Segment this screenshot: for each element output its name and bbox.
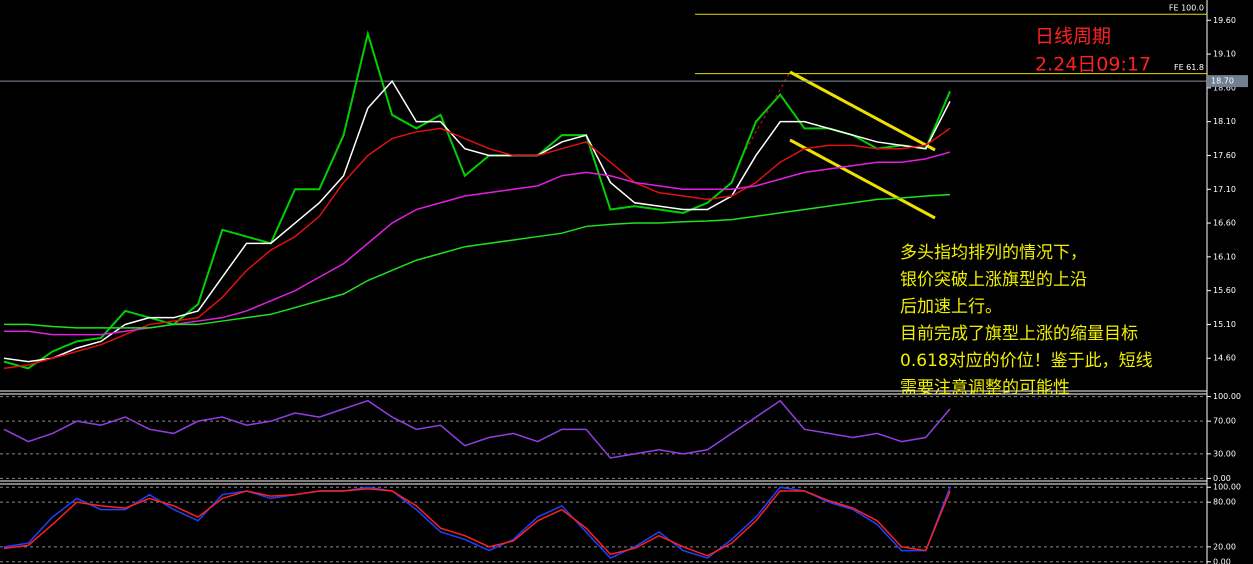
series-line xyxy=(3,127,951,370)
y-tick-label: 19.60 xyxy=(1213,16,1236,25)
y-tick-label: 70.00 xyxy=(1213,417,1236,426)
fibo-label: FE 61.8 xyxy=(1174,63,1204,72)
flag-upper-trendline xyxy=(789,70,936,152)
y-tick-label: 30.00 xyxy=(1213,449,1236,458)
y-tick-label: 17.60 xyxy=(1213,151,1236,160)
series-line xyxy=(3,79,951,363)
y-tick-label: 20.00 xyxy=(1213,542,1236,551)
y-tick-label: 0.00 xyxy=(1213,557,1231,564)
note-line: 银价突破上涨旗型的上沿 xyxy=(900,270,1087,290)
period-label: 日线周期 xyxy=(1035,26,1111,48)
y-tick-label: 18.60 xyxy=(1213,83,1236,92)
y-tick-label: 19.10 xyxy=(1213,50,1236,59)
fibo-label: FE 100.0 xyxy=(1169,4,1204,13)
series-line xyxy=(4,193,951,329)
time-label: 2.24日09:17 xyxy=(1035,54,1151,76)
note-line: 多头指均排列的情况下， xyxy=(900,243,1087,263)
note-line: 需要注意调整的可能性 xyxy=(900,378,1070,398)
note-line: 后加速上行。 xyxy=(900,297,1002,317)
series-line xyxy=(3,29,951,370)
note-line: 0.618对应的价位！鉴于此，短线 xyxy=(900,351,1153,371)
y-tick-label: 18.10 xyxy=(1213,117,1236,126)
y-tick-label: 14.60 xyxy=(1213,354,1236,363)
analysis-note: 多头指均排列的情况下， 银价突破上涨旗型的上沿后加速上行。目前完成了旗型上涨的缩量… xyxy=(900,243,1153,398)
last-price-label: 18.70 xyxy=(1211,77,1234,86)
y-tick-label: 16.60 xyxy=(1213,219,1236,228)
y-tick-label: 15.10 xyxy=(1213,320,1236,329)
y-tick-label: 100.00 xyxy=(1213,392,1241,401)
wave-line xyxy=(739,71,791,161)
series-line xyxy=(3,399,951,459)
y-tick-label: 15.60 xyxy=(1213,286,1236,295)
y-tick-label: 17.10 xyxy=(1213,185,1236,194)
y-tick-label: 80.00 xyxy=(1213,498,1236,507)
series-line xyxy=(3,487,951,557)
last-price-box xyxy=(1208,75,1248,88)
note-line: 目前完成了旗型上涨的缩量目标 xyxy=(900,324,1138,344)
flag-lower-trendline xyxy=(789,138,936,220)
y-tick-label: 100.00 xyxy=(1213,483,1241,492)
y-tick-label: 16.10 xyxy=(1213,252,1236,261)
y-tick-label: 0.00 xyxy=(1213,474,1231,483)
